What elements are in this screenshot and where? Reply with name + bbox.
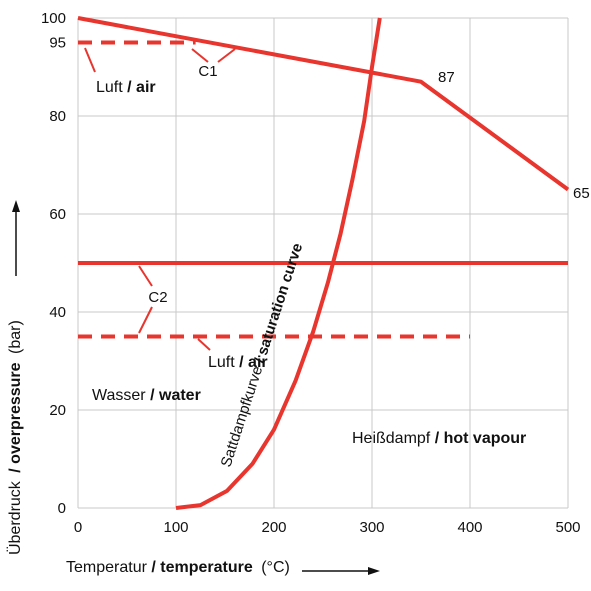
y-axis-title: Überdruck / overpressure (bar)	[6, 320, 24, 555]
x-axis-arrow-icon	[302, 567, 380, 575]
x-tick-label: 200	[261, 519, 286, 536]
y-tick-label: 80	[49, 108, 66, 125]
y-tick-label: 0	[58, 500, 66, 517]
y-tick-label: 100	[41, 10, 66, 27]
y-axis-arrow-icon	[12, 200, 20, 276]
water-region-label: Wasser / water	[92, 387, 201, 404]
series-line-c1	[77, 16, 570, 192]
c2-leader-1	[138, 265, 153, 287]
value-65-label: 65	[573, 185, 590, 202]
x-tick-label: 500	[555, 519, 580, 536]
x-tick-label: 400	[457, 519, 482, 536]
y-tick-label: 40	[49, 304, 66, 321]
c2-label: C2	[148, 289, 167, 306]
y-tick-label: 95	[49, 35, 66, 52]
vapour-region-label: Heißdampf / hot vapour	[352, 430, 526, 447]
c2-leader-2	[138, 306, 153, 334]
luft-air-mid-label: Luft / air	[208, 354, 268, 371]
x-axis-title: Temperatur / temperature (°C)	[66, 559, 290, 576]
annotation-leaders	[84, 47, 236, 351]
value-87-label: 87	[438, 69, 455, 86]
c1-leader-1	[191, 48, 209, 63]
c1-leader-2	[217, 48, 236, 63]
series-line-sattdampfkurve-saturation-curve	[175, 17, 382, 510]
x-tick-label: 300	[359, 519, 384, 536]
x-tick-label: 0	[74, 519, 82, 536]
series-lines	[77, 16, 570, 510]
luft-top-leader	[84, 47, 96, 73]
x-tick-label: 100	[163, 519, 188, 536]
luft-air-top-label: Luft / air	[96, 79, 156, 96]
c1-label: C1	[198, 63, 217, 80]
y-tick-label: 60	[49, 206, 66, 223]
tick-labels: 0 100 200 300 400 500 0 20 40 60 80 95 100	[41, 10, 581, 536]
y-tick-label: 20	[49, 402, 66, 419]
luft-mid-leader	[197, 338, 211, 351]
